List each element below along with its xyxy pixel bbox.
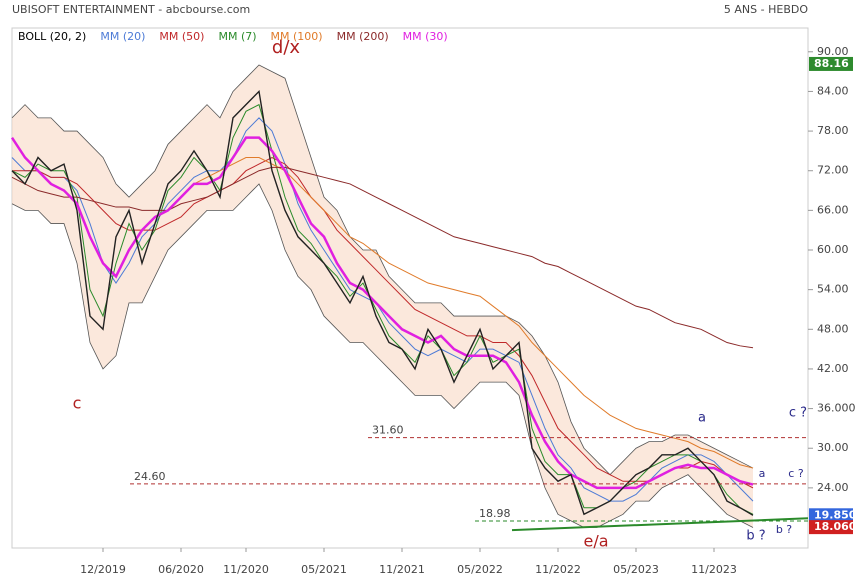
chart-subtitle: 5 ANS - HEBDO [724,3,808,16]
price-tag-label: 88.16 [814,57,849,70]
legend-entry: MM (7) [218,30,256,43]
price-tag-label: 18.060 [814,520,857,533]
level-label: 31.60 [372,424,404,437]
trendline [511,517,809,532]
annotation: c [73,394,82,413]
y-tick-label: 42.00 [817,362,849,375]
moving-average [10,136,754,490]
y-tick-label: 78.00 [817,124,849,137]
price-tag [809,520,853,535]
moving-average [11,117,754,502]
y-tick-label: 48.00 [817,322,849,335]
annotation: d/x [272,37,300,58]
y-tick-label: 30.00 [817,441,849,454]
level-label: 24.60 [134,470,166,483]
annotation: b ? [746,529,765,544]
legend-entry: MM (200) [337,30,389,43]
moving-average [11,166,754,349]
legend-entry: MM (100) [271,30,323,43]
x-tick-label: 11/2021 [379,563,425,576]
x-tick-label: 05/2021 [301,563,347,576]
y-tick-label: 66.00 [817,203,849,216]
level-label: 18.98 [479,507,511,520]
legend-entry: BOLL (20, 2) [18,30,86,43]
x-tick-label: 11/2022 [535,563,581,576]
x-tick-label: 05/2022 [457,563,503,576]
y-tick-label: 54.00 [817,283,849,296]
annotation: e/a [583,532,608,551]
price-tag-label: 19.850 [814,508,857,521]
y-tick-label: 24.00 [817,481,849,494]
y-tick-label: 90.00 [817,45,849,58]
price-tag [809,56,853,71]
y-tick-label: 84.00 [817,84,849,97]
annotation: a [698,411,706,426]
x-tick-label: 11/2020 [223,563,269,576]
annotation: a [759,467,766,480]
y-tick-label: 36.000 [817,402,856,415]
annotation: c ? [789,406,807,421]
price-line [11,89,754,516]
price-tag [809,508,853,523]
legend-entry: MM (30) [403,30,448,43]
y-tick-label: 60.00 [817,243,849,256]
legend-entry: MM (20) [100,30,145,43]
x-tick-label: 12/2019 [80,563,126,576]
x-tick-label: 11/2023 [691,563,737,576]
chart-title: UBISOFT ENTERTAINMENT - abcbourse.com [12,3,250,16]
y-tick-label: 72.00 [817,164,849,177]
annotation: c ? [788,467,804,480]
x-tick-label: 06/2020 [158,563,204,576]
x-tick-label: 05/2023 [613,563,659,576]
bollinger-upper [11,64,754,476]
bollinger-lower [11,183,754,528]
legend-entry: MM (50) [159,30,204,43]
annotation: b ? [776,523,792,536]
